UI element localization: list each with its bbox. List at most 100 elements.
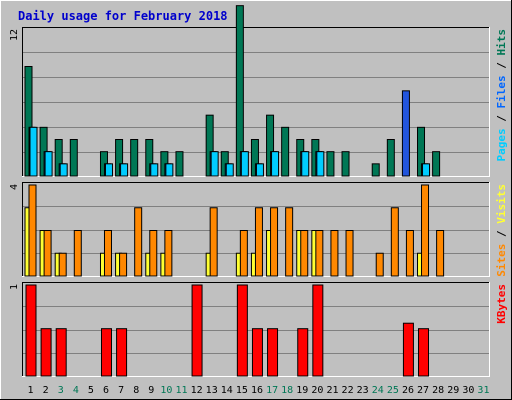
bar-hits xyxy=(175,151,184,177)
legend-entry: Files xyxy=(495,75,508,108)
bar-kbytes xyxy=(55,328,67,377)
x-tick-label: 5 xyxy=(88,385,94,396)
legend-entry: Visits xyxy=(495,184,508,224)
bar-hits xyxy=(69,139,78,177)
bar-sites xyxy=(390,207,399,277)
bar-kbytes xyxy=(236,284,248,377)
bar-pages xyxy=(44,151,53,177)
x-tick-label: 20 xyxy=(311,385,323,396)
x-axis-labels: 1 2 3 4 5 6 7 8 9 10 11 12 13 14 15 16 17 18 19 20 21 22 23 24 2… xyxy=(28,385,490,396)
bar-sites xyxy=(28,184,37,277)
bar-kbytes xyxy=(191,284,203,377)
bar-sites xyxy=(119,252,128,277)
x-tick-label: 12 xyxy=(191,385,203,396)
bar-pages xyxy=(271,151,280,177)
bar-sites xyxy=(300,230,309,277)
bar-sites xyxy=(421,184,430,277)
legend-entry: KBytes xyxy=(495,284,508,324)
bar-hits xyxy=(432,151,441,177)
bar-sites xyxy=(58,252,67,277)
chart-panels: 12 Pages / Files / Hits 4 Sites / Visits 1 KB… xyxy=(9,5,508,377)
bar-pages xyxy=(255,163,264,177)
x-tick-label: 23 xyxy=(357,385,369,396)
x-tick-label: 3 xyxy=(58,385,64,396)
bar-pages xyxy=(165,163,174,177)
panel-hits_files_pages: 12 Pages / Files / Hits xyxy=(9,5,508,177)
bar-sites xyxy=(285,207,294,277)
bar-sites xyxy=(149,230,158,277)
x-tick-label: 6 xyxy=(103,385,109,396)
x-tick-label: 4 xyxy=(73,385,79,396)
bar-kbytes xyxy=(25,284,37,377)
x-tick-label: 18 xyxy=(281,385,293,396)
bar-pages xyxy=(150,163,159,177)
x-tick-label: 24 xyxy=(372,385,384,396)
bar-hits xyxy=(341,151,350,177)
bar-pages xyxy=(59,163,68,177)
bar-sites xyxy=(345,230,354,277)
bar-sites xyxy=(405,230,414,277)
bar-sites xyxy=(209,207,218,277)
x-tick-label: 26 xyxy=(402,385,414,396)
bar-sites xyxy=(134,207,143,277)
bar-kbytes xyxy=(251,328,263,377)
y-max-label: 12 xyxy=(9,29,20,41)
bar-sites xyxy=(436,230,445,277)
bar-pages xyxy=(210,151,219,177)
x-tick-label: 29 xyxy=(447,385,459,396)
bar-pages xyxy=(104,163,113,177)
bar-pages xyxy=(240,151,249,177)
bar-hits xyxy=(235,5,244,177)
bar-kbytes xyxy=(312,284,324,377)
bar-kbytes xyxy=(100,328,112,377)
x-tick-label: 8 xyxy=(133,385,139,396)
y-max-label: 1 xyxy=(9,284,20,290)
chart-title: Daily usage for February 2018 xyxy=(18,9,228,23)
bar-hits xyxy=(281,126,290,177)
bar-hits xyxy=(130,139,139,177)
legend-entry: / xyxy=(495,224,508,244)
bar-sites xyxy=(270,207,279,277)
bar-sites xyxy=(330,230,339,277)
x-tick-label: 27 xyxy=(417,385,429,396)
bar-kbytes xyxy=(116,328,128,377)
bar-hits xyxy=(401,90,410,177)
x-tick-label: 13 xyxy=(206,385,218,396)
bar-pages xyxy=(422,163,431,177)
bar-hits xyxy=(386,139,395,177)
x-tick-label: 22 xyxy=(342,385,354,396)
x-tick-label: 17 xyxy=(266,385,278,396)
bar-hits xyxy=(326,151,335,177)
legend-entry: Pages xyxy=(495,128,508,161)
legend-entry: Sites xyxy=(495,244,508,277)
x-tick-label: 30 xyxy=(462,385,474,396)
x-tick-label: 11 xyxy=(175,385,187,396)
bar-pages xyxy=(120,163,129,177)
x-tick-label: 15 xyxy=(236,385,248,396)
bar-pages xyxy=(225,163,234,177)
legend-hits_files_pages: Pages / Files / Hits xyxy=(495,29,508,162)
x-tick-label: 28 xyxy=(432,385,444,396)
bar-pages xyxy=(29,126,38,177)
legend-kbytes: KBytes xyxy=(495,284,508,324)
y-max-label: 4 xyxy=(9,184,20,190)
x-tick-label: 31 xyxy=(477,385,489,396)
bar-sites xyxy=(164,230,173,277)
bar-sites xyxy=(73,230,82,277)
bar-kbytes xyxy=(40,328,52,377)
bar-sites xyxy=(103,230,112,277)
bar-kbytes xyxy=(402,322,414,377)
x-tick-label: 2 xyxy=(43,385,49,396)
x-tick-label: 1 xyxy=(28,385,34,396)
bar-pages xyxy=(316,151,325,177)
x-tick-label: 21 xyxy=(326,385,338,396)
bar-sites xyxy=(315,230,324,277)
x-tick-label: 14 xyxy=(221,385,233,396)
bar-sites xyxy=(254,207,263,277)
x-tick-label: 16 xyxy=(251,385,263,396)
x-tick-label: 19 xyxy=(296,385,308,396)
bar-kbytes xyxy=(418,328,430,377)
bar-sites xyxy=(43,230,52,277)
bar-kbytes xyxy=(267,328,279,377)
